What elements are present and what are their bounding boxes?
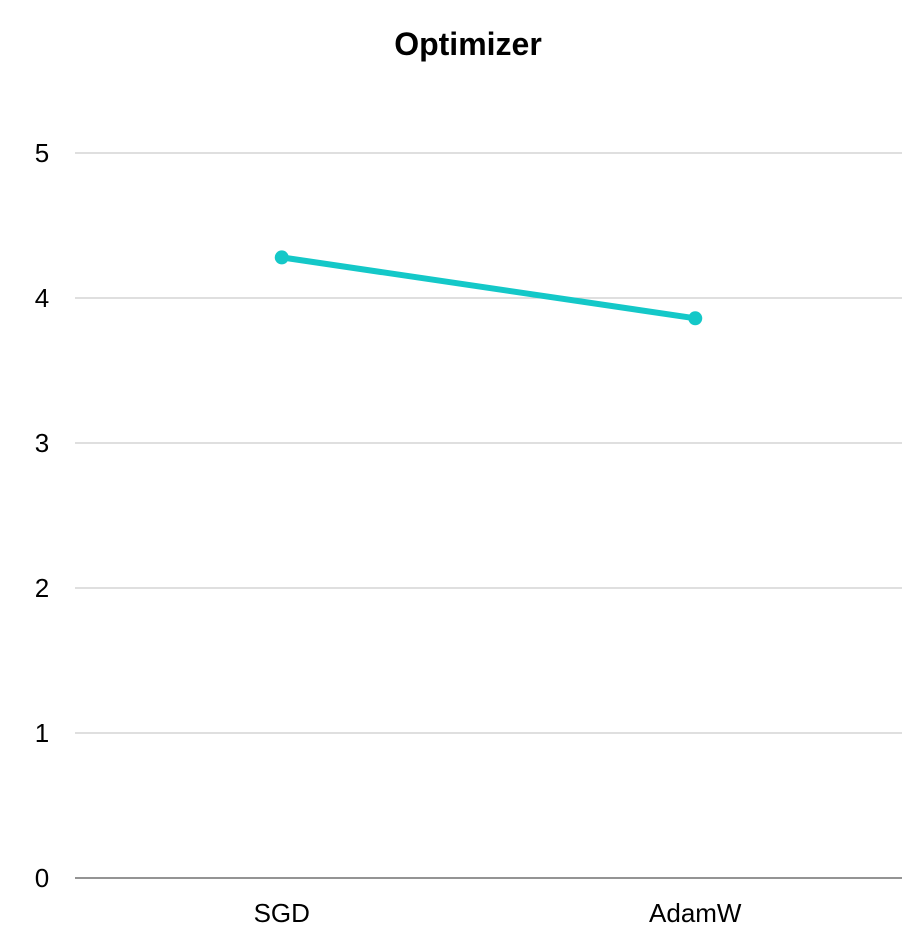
chart-title: Optimizer (394, 26, 542, 62)
series-layer (274, 250, 703, 326)
y-tick-label: 0 (35, 863, 49, 893)
data-point (274, 250, 289, 265)
data-point (688, 311, 703, 326)
y-axis-ticks: 0 1 2 3 4 5 (35, 138, 49, 893)
y-tick-label: 4 (35, 283, 49, 313)
gridlines (75, 152, 902, 879)
x-tick-label: SGD (254, 898, 310, 928)
x-axis-ticks: SGD AdamW (254, 898, 742, 928)
y-tick-label: 3 (35, 428, 49, 458)
x-tick-label: AdamW (649, 898, 742, 928)
y-tick-label: 2 (35, 573, 49, 603)
series-line (278, 254, 699, 322)
y-tick-label: 1 (35, 718, 49, 748)
y-tick-label: 5 (35, 138, 49, 168)
